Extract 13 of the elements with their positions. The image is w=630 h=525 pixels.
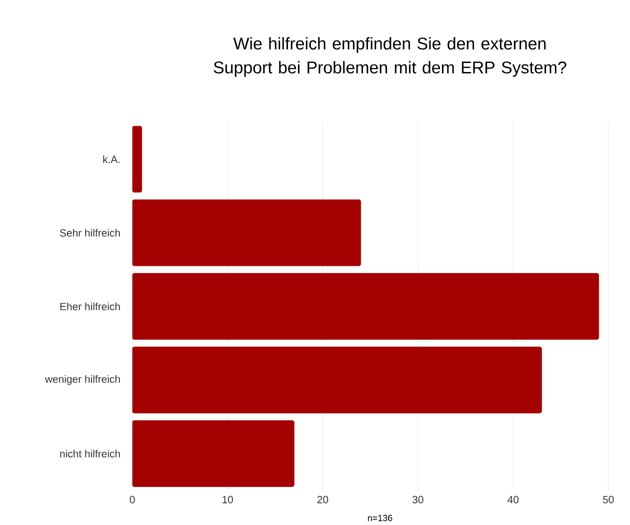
y-tick-label: nicht hilfreich (60, 450, 120, 458)
y-tick-label: weniger hilfreich (44, 375, 120, 385)
text: n=136 (368, 514, 392, 522)
y-tick-label: Sehr hilfreich (60, 228, 120, 237)
x-tick-label: 0 (130, 496, 135, 504)
y-tick-label: k.A. (103, 155, 120, 163)
chart-title: Wie hilfreich empfinden Sie den externen Support bei Problemen mit dem ERP System? (214, 37, 566, 77)
x-tick-label: 40 (508, 496, 519, 504)
x-tick-label: 30 (412, 496, 424, 504)
x-tick-label: 50 (602, 496, 614, 504)
x-tick-label: 10 (222, 496, 233, 504)
x-tick-label: 20 (317, 496, 328, 504)
y-tick-label: Eher hilfreich (60, 302, 120, 310)
